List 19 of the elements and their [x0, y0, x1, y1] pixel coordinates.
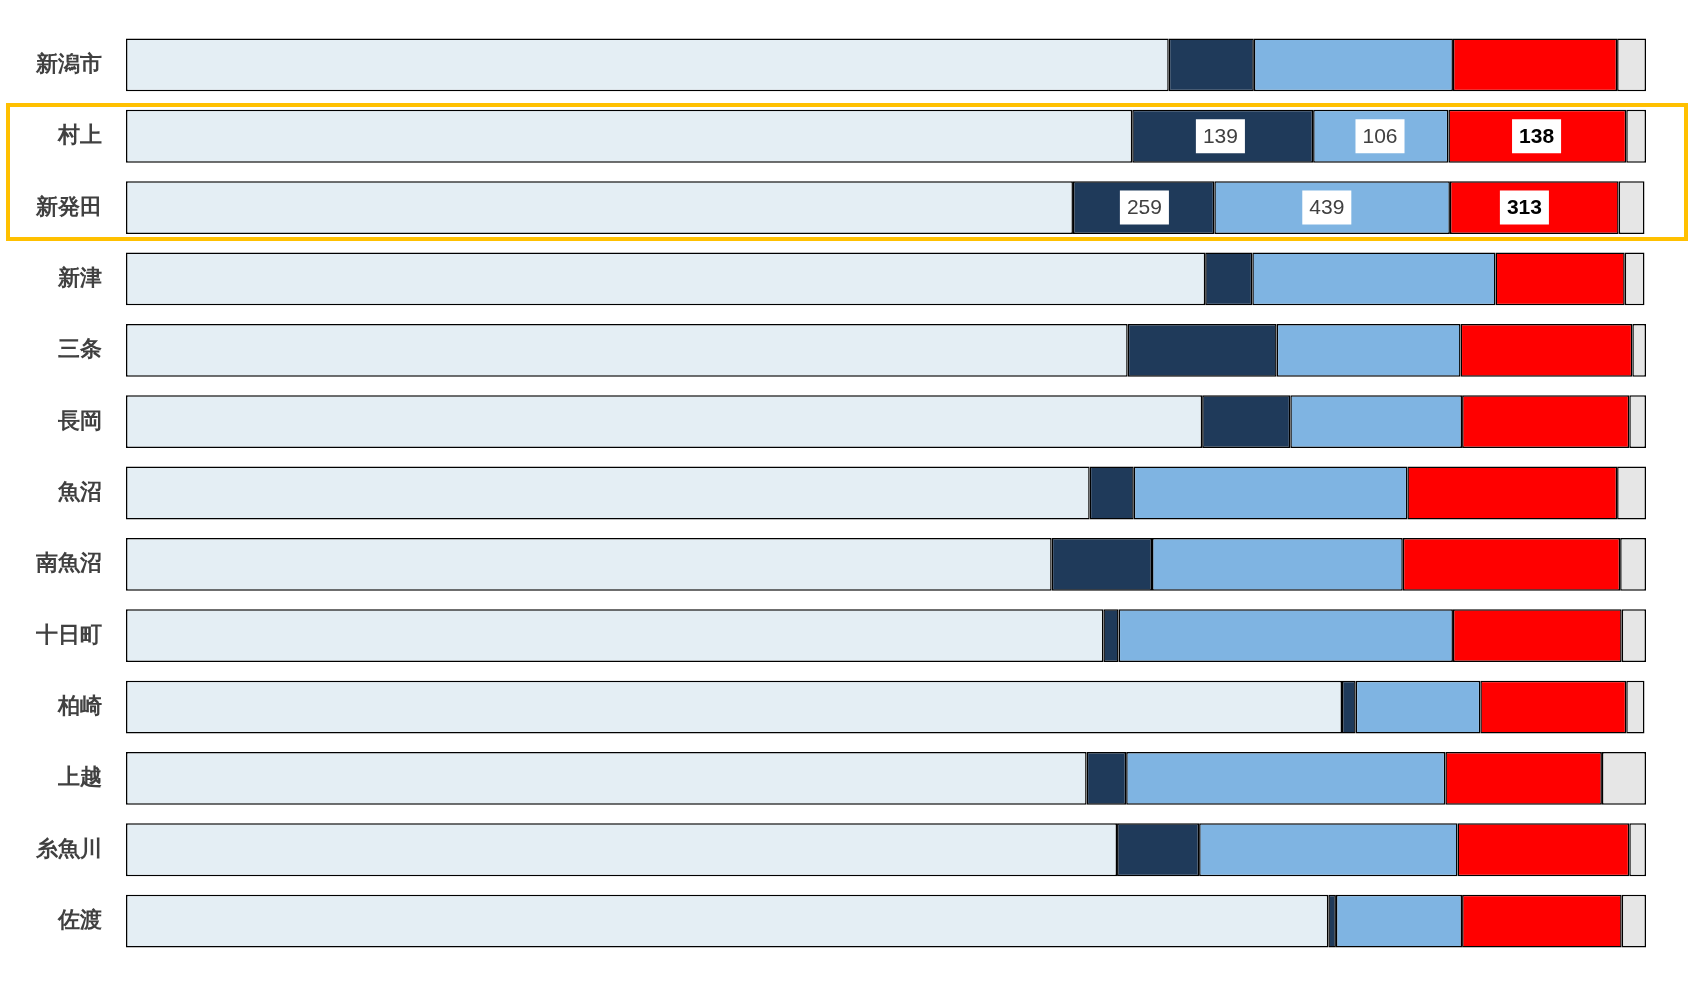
- annotation: 138: [1519, 124, 1555, 148]
- y-tick-label: 村上: [57, 122, 102, 148]
- y-tick-label: 新津: [57, 265, 102, 290]
- y-tick-label: 新潟市: [35, 50, 102, 76]
- y-tick-label: 柏崎: [57, 693, 102, 719]
- annotation: 139: [1202, 124, 1238, 148]
- y-tick-label: 糸魚川: [35, 835, 102, 861]
- y-tick-label: 南魚沼: [35, 550, 102, 576]
- y-tick-label: 魚沼: [57, 479, 102, 505]
- y-tick-label: 上越: [57, 764, 102, 790]
- annotation: 439: [1309, 195, 1345, 219]
- y-tick-label: 新発田: [35, 193, 102, 219]
- annotation: 106: [1362, 124, 1398, 148]
- annotation: 313: [1506, 195, 1542, 219]
- annotation: 259: [1126, 195, 1162, 219]
- y-tick-label: 三条: [58, 336, 102, 362]
- y-tick-label: 佐渡: [57, 907, 102, 933]
- y-tick-label: 十日町: [35, 621, 102, 647]
- y-tick-label: 長岡: [57, 407, 102, 433]
